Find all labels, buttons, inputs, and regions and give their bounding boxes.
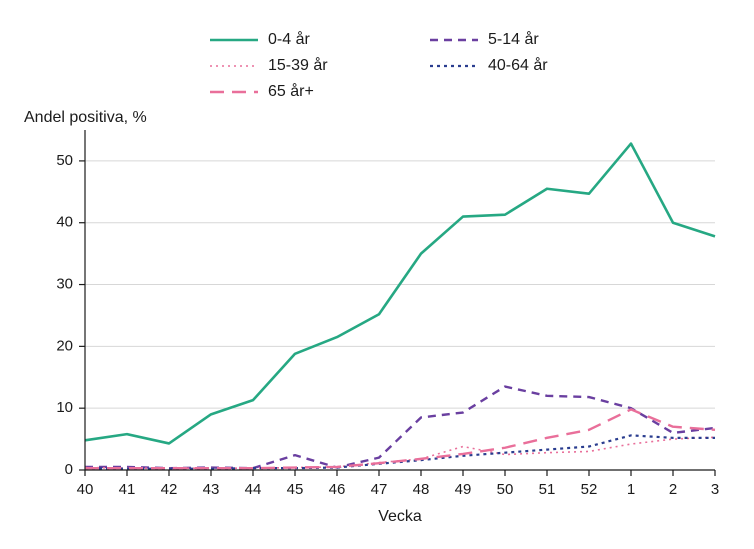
x-tick-label: 45 bbox=[287, 481, 304, 498]
x-tick-label: 46 bbox=[329, 481, 346, 498]
x-tick-label: 41 bbox=[119, 481, 136, 498]
x-tick-label: 43 bbox=[203, 481, 220, 498]
y-tick-label: 40 bbox=[56, 214, 73, 231]
y-tick-label: 20 bbox=[56, 337, 73, 354]
x-tick-label: 49 bbox=[455, 481, 472, 498]
x-axis-title: Vecka bbox=[378, 508, 422, 525]
y-tick-label: 10 bbox=[56, 399, 73, 416]
legend-label: 5-14 år bbox=[488, 30, 539, 48]
x-tick-label: 50 bbox=[497, 481, 514, 498]
y-tick-label: 50 bbox=[56, 152, 73, 169]
line-chart: 0 10 20 30 40 50 40 41 42 43 44 45 46 47 48 49 50 51 52 1 2 3… bbox=[0, 0, 754, 549]
legend-label: 65 år+ bbox=[268, 82, 314, 100]
x-tick-label: 1 bbox=[627, 481, 635, 498]
x-tick-label: 2 bbox=[669, 481, 677, 498]
y-tick-label: 0 bbox=[65, 461, 73, 478]
x-tick-label: 51 bbox=[539, 481, 556, 498]
x-tick-label: 3 bbox=[711, 481, 719, 498]
x-tick-label: 48 bbox=[413, 481, 430, 498]
chart-svg: 0 10 20 30 40 50 40 41 42 43 44 45 46 47 48 49 50 51 52 1 2 3… bbox=[0, 0, 754, 549]
x-tick-label: 44 bbox=[245, 481, 262, 498]
legend-label: 15-39 år bbox=[268, 56, 328, 74]
x-tick-label: 52 bbox=[581, 481, 598, 498]
legend-label: 40-64 år bbox=[488, 56, 548, 74]
y-axis-title: Andel positiva, % bbox=[24, 109, 147, 126]
y-tick-label: 30 bbox=[56, 276, 73, 293]
x-tick-label: 47 bbox=[371, 481, 388, 498]
legend-label: 0-4 år bbox=[268, 30, 310, 48]
x-tick-label: 42 bbox=[161, 481, 178, 498]
x-tick-label: 40 bbox=[77, 481, 94, 498]
